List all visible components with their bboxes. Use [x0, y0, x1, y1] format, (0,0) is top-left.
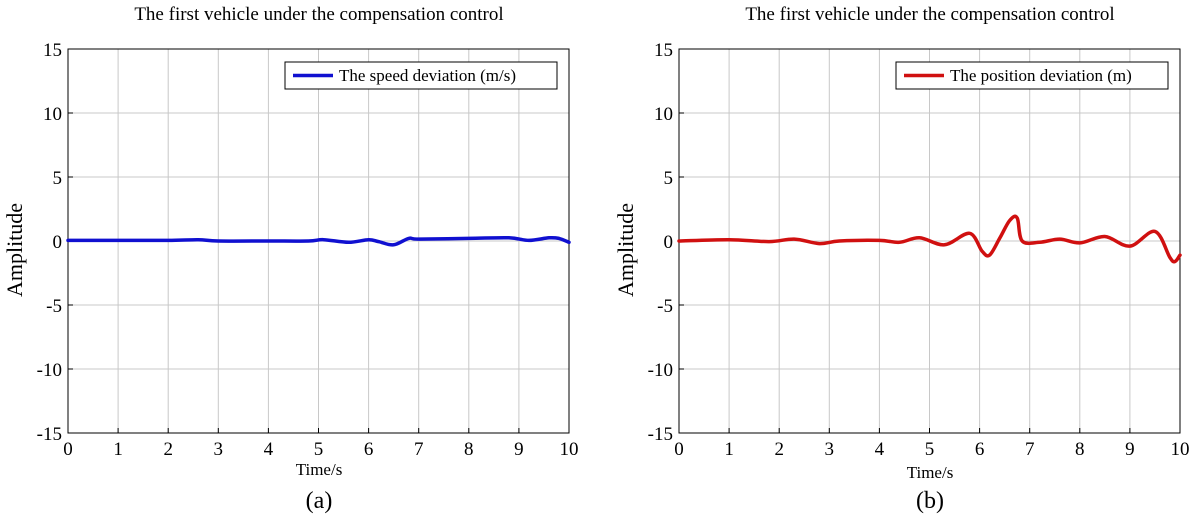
panel-a-y-tick-label-4: -5	[46, 296, 62, 317]
panel-a-series-line-0	[66, 235, 571, 247]
panel-a-y-tick-label-6: -15	[37, 424, 62, 445]
panel-a-legend-box	[284, 61, 558, 90]
panel-b-x-tick-label-2: 2	[774, 439, 784, 460]
panel-a-x-tick-label-9: 9	[514, 439, 524, 460]
panel-a-y-tick-label-5: -10	[37, 360, 62, 381]
panel-b-y-tick-label-4: -5	[657, 296, 673, 317]
panel-a-x-axis-label: Time/s	[296, 460, 343, 479]
panel-a: The first vehicle under the compensation…	[2, 4, 579, 514]
panel-b-ticks: 0 1 2 3 4 5 6 7 8 9 10 15 10 5 0 -5 -10 -15	[648, 40, 1190, 460]
panel-a-x-tick-label-0: 0	[63, 439, 73, 460]
panel-b-caption: (b)	[916, 488, 944, 514]
panel-b-x-tick-label-10: 10	[1171, 439, 1190, 460]
panel-b-x-tick-label-5: 5	[925, 439, 935, 460]
panel-b-legend: The position deviation (m)	[895, 61, 1169, 90]
panel-b-x-tick-label-9: 9	[1125, 439, 1135, 460]
panel-b-x-tick-label-4: 4	[875, 439, 885, 460]
panel-a-y-tick-label-3: 0	[53, 232, 63, 253]
panel-b-title: The first vehicle under the compensation…	[745, 4, 1114, 25]
panel-a-x-tick-label-1: 1	[113, 439, 123, 460]
panel-b: The first vehicle under the compensation…	[613, 4, 1190, 514]
panel-a-x-tick-label-4: 4	[264, 439, 274, 460]
panel-b-x-tick-label-6: 6	[975, 439, 985, 460]
panel-b-lines	[677, 214, 1182, 264]
panel-a-caption: (a)	[306, 488, 333, 514]
panel-a-x-tick-label-3: 3	[214, 439, 224, 460]
panel-a-title: The first vehicle under the compensation…	[134, 4, 503, 25]
panel-a-x-tick-label-6: 6	[364, 439, 374, 460]
panel-a-legend: The speed deviation (m/s)	[284, 61, 558, 90]
panel-a-y-tick-label-1: 10	[43, 104, 62, 125]
panel-a-ticks: 0 1 2 3 4 5 6 7 8 9 10 15 10 5 0 -5 -10 -15	[37, 40, 579, 460]
panel-b-x-tick-label-0: 0	[674, 439, 684, 460]
panel-a-legend-label-0: The speed deviation (m/s)	[339, 66, 516, 85]
panel-b-series-line-0	[677, 214, 1182, 264]
panel-b-y-tick-label-2: 5	[664, 168, 674, 189]
panel-a-x-tick-label-8: 8	[464, 439, 474, 460]
panel-a-y-axis-label: Amplitude	[2, 203, 27, 297]
panel-b-y-tick-label-1: 10	[654, 104, 673, 125]
panel-b-x-axis-label: Time/s	[907, 463, 954, 482]
panel-b-y-tick-label-3: 0	[664, 232, 674, 253]
panel-b-y-axis-label: Amplitude	[613, 203, 638, 297]
panel-b-y-tick-label-5: -10	[648, 360, 673, 381]
panel-a-x-tick-label-10: 10	[560, 439, 579, 460]
panel-b-x-tick-label-1: 1	[724, 439, 734, 460]
panel-b-x-tick-label-3: 3	[825, 439, 835, 460]
panel-b-x-tick-label-7: 7	[1025, 439, 1035, 460]
panel-a-x-tick-label-2: 2	[163, 439, 173, 460]
panel-a-y-tick-label-0: 15	[43, 40, 62, 61]
panel-a-x-tick-label-5: 5	[314, 439, 324, 460]
panel-b-x-tick-label-8: 8	[1075, 439, 1085, 460]
panel-a-x-tick-label-7: 7	[414, 439, 424, 460]
panel-b-y-tick-label-0: 15	[654, 40, 673, 61]
panel-a-lines	[66, 235, 571, 247]
panel-b-legend-label-0: The position deviation (m)	[950, 66, 1132, 85]
panel-a-y-tick-label-2: 5	[53, 168, 63, 189]
panel-b-y-tick-label-6: -15	[648, 424, 673, 445]
